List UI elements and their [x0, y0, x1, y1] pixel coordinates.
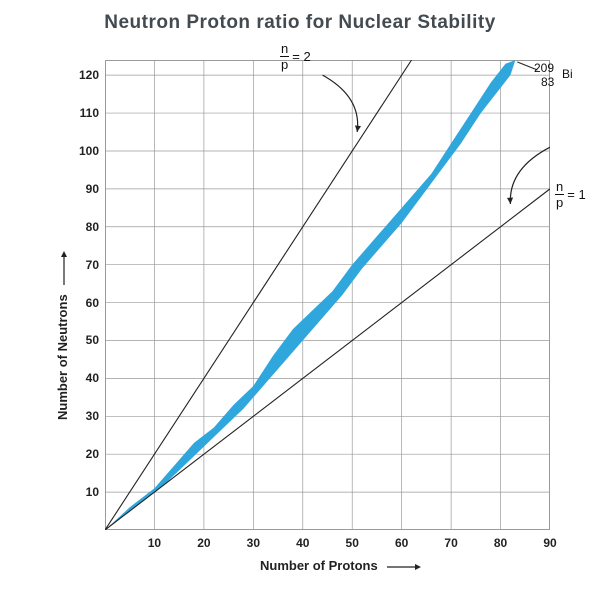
x-axis-arrow-icon: [387, 558, 421, 573]
np1-line: [105, 189, 550, 530]
y-tick: 50: [69, 333, 99, 347]
y-tick: 110: [69, 106, 99, 120]
bismuth-annotation: 209 83 Bi: [534, 62, 554, 90]
np1-label: n p = 1: [555, 180, 564, 209]
x-axis-label: Number of Protons: [260, 558, 421, 573]
x-tick: 10: [148, 536, 161, 550]
np2-label: n p = 2: [280, 42, 289, 71]
np2-line: [105, 60, 412, 530]
y-tick: 10: [69, 485, 99, 499]
np1-numerator: n: [555, 180, 564, 195]
bismuth-z: 83: [534, 76, 554, 90]
chart-title: Neutron Proton ratio for Nuclear Stabili…: [0, 12, 600, 34]
y-axis-arrow-icon: [55, 251, 70, 285]
np2-denominator: p: [280, 57, 289, 71]
np2-equals: = 2: [289, 49, 310, 62]
x-axis-label-text: Number of Protons: [260, 558, 378, 573]
y-axis-label-text: Number of Neutrons: [55, 294, 70, 420]
x-tick: 50: [346, 536, 359, 550]
bismuth-mass: 209: [534, 62, 554, 76]
stability-band: [105, 60, 515, 530]
y-tick: 120: [69, 68, 99, 82]
y-tick: 90: [69, 182, 99, 196]
y-tick: 20: [69, 447, 99, 461]
np1-arrow-icon: [510, 147, 550, 204]
y-tick: 100: [69, 144, 99, 158]
np1-denominator: p: [555, 195, 564, 209]
x-tick: 60: [395, 536, 408, 550]
stability-plot: [105, 60, 550, 530]
np2-arrow-icon-head: [355, 125, 361, 132]
bismuth-symbol: Bi: [562, 68, 573, 82]
x-tick: 40: [296, 536, 309, 550]
y-tick: 70: [69, 258, 99, 272]
y-tick: 30: [69, 409, 99, 423]
np1-equals: = 1: [564, 187, 585, 200]
y-tick: 60: [69, 296, 99, 310]
y-axis-label: Number of Neutrons: [55, 251, 70, 420]
x-tick: 30: [247, 536, 260, 550]
y-tick: 80: [69, 220, 99, 234]
y-tick: 40: [69, 371, 99, 385]
np2-numerator: n: [280, 42, 289, 57]
x-tick: 90: [543, 536, 556, 550]
x-tick: 80: [494, 536, 507, 550]
np1-arrow-icon-head: [507, 198, 513, 204]
x-tick: 70: [444, 536, 457, 550]
x-tick: 20: [197, 536, 210, 550]
